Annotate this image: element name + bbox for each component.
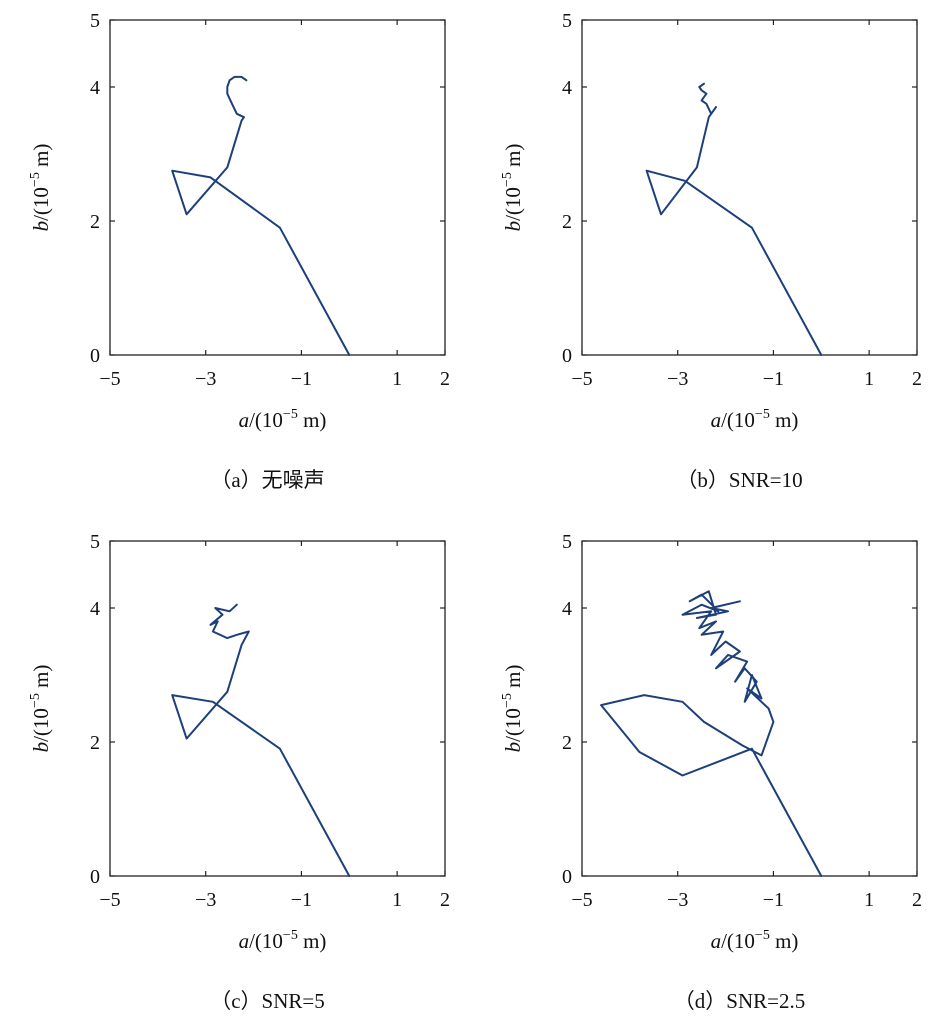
x-tick-label-a: −5 (99, 368, 120, 390)
y-tick-label-c: 4 (90, 598, 100, 620)
y-tick-label-a: 4 (90, 77, 100, 99)
panel-b: −5 −3 −1 1 2 0 2 4 5 a/(10−5 m) b/(10−5 m) （b）SNR=1… (500, 10, 922, 492)
x-tick-label-c: −5 (99, 889, 120, 911)
x-axis-label-b: a/(10−5 m) (711, 407, 799, 432)
x-tick-label-d: −1 (763, 889, 784, 911)
x-axis-label-d: a/(10−5 m) (711, 928, 799, 953)
x-tick-label-c: 1 (392, 889, 402, 911)
x-tick-label-a: 2 (440, 368, 450, 390)
x-axis-label-c: a/(10−5 m) (239, 928, 327, 953)
x-tick-label-b: −3 (667, 368, 688, 390)
y-axis-label-c: b/(10−5 m) (28, 665, 53, 753)
y-tick-label-d: 2 (562, 732, 572, 754)
y-tick-label-c: 2 (90, 732, 100, 754)
x-axis-label-a: a/(10−5 m) (239, 407, 327, 432)
x-tick-label-d: 1 (864, 889, 874, 911)
y-tick-label-b: 2 (562, 211, 572, 233)
x-tick-label-d: 2 (912, 889, 922, 911)
panel-c: −5 −3 −1 1 2 0 2 4 5 a/(10−5 m) b/(10−5 m) （c）SNR=5 (28, 531, 450, 1013)
panel-caption-a: （a）无噪声 (210, 468, 324, 492)
x-tick-label-b: 2 (912, 368, 922, 390)
panel-caption-b: （b）SNR=10 (676, 468, 802, 492)
x-tick-label-b: −5 (571, 368, 592, 390)
x-tick-label-b: −1 (763, 368, 784, 390)
y-axis-label-d: b/(10−5 m) (500, 665, 525, 753)
y-tick-label-d: 4 (562, 598, 572, 620)
y-tick-label-b: 5 (562, 10, 572, 32)
trajectory-line-a (171, 75, 351, 356)
x-tick-label-c: −3 (195, 889, 216, 911)
x-tick-label-b: 1 (864, 368, 874, 390)
y-tick-label-a: 2 (90, 211, 100, 233)
panel-d: −5 −3 −1 1 2 0 2 4 5 a/(10−5 m) b/(10−5 m) （d）SNR=2… (500, 531, 922, 1013)
trajectory-line-c (171, 603, 351, 877)
trajectory-line-b (645, 82, 823, 356)
plot-frame-c (109, 540, 446, 877)
x-tick-label-d: −3 (667, 889, 688, 911)
x-tick-label-d: −5 (571, 889, 592, 911)
panel-a: −5 −3 −1 1 2 0 2 4 5 a/(10−5 m) b/(10−5 m) （a）无噪声 (28, 10, 450, 492)
panel-caption-d: （d）SNR=2.5 (674, 989, 805, 1013)
x-tick-label-a: 1 (392, 368, 402, 390)
y-axis-label-b: b/(10−5 m) (500, 144, 525, 232)
y-tick-label-c: 0 (90, 866, 100, 888)
plot-frame-a (109, 19, 446, 356)
y-tick-label-d: 0 (562, 866, 572, 888)
y-tick-label-c: 5 (90, 531, 100, 553)
y-tick-label-d: 5 (562, 531, 572, 553)
y-axis-label-a: b/(10−5 m) (28, 144, 53, 232)
panel-caption-c: （c）SNR=5 (210, 989, 325, 1013)
plot-frame-b (581, 19, 918, 356)
y-tick-label-a: 5 (90, 10, 100, 32)
x-tick-label-a: −3 (195, 368, 216, 390)
trajectory-line-d (600, 590, 823, 877)
y-tick-label-b: 4 (562, 77, 572, 99)
y-tick-label-b: 0 (562, 345, 572, 367)
y-tick-label-a: 0 (90, 345, 100, 367)
plot-frame-d (581, 540, 918, 877)
x-tick-label-c: −1 (291, 889, 312, 911)
x-tick-label-a: −1 (291, 368, 312, 390)
x-tick-label-c: 2 (440, 889, 450, 911)
